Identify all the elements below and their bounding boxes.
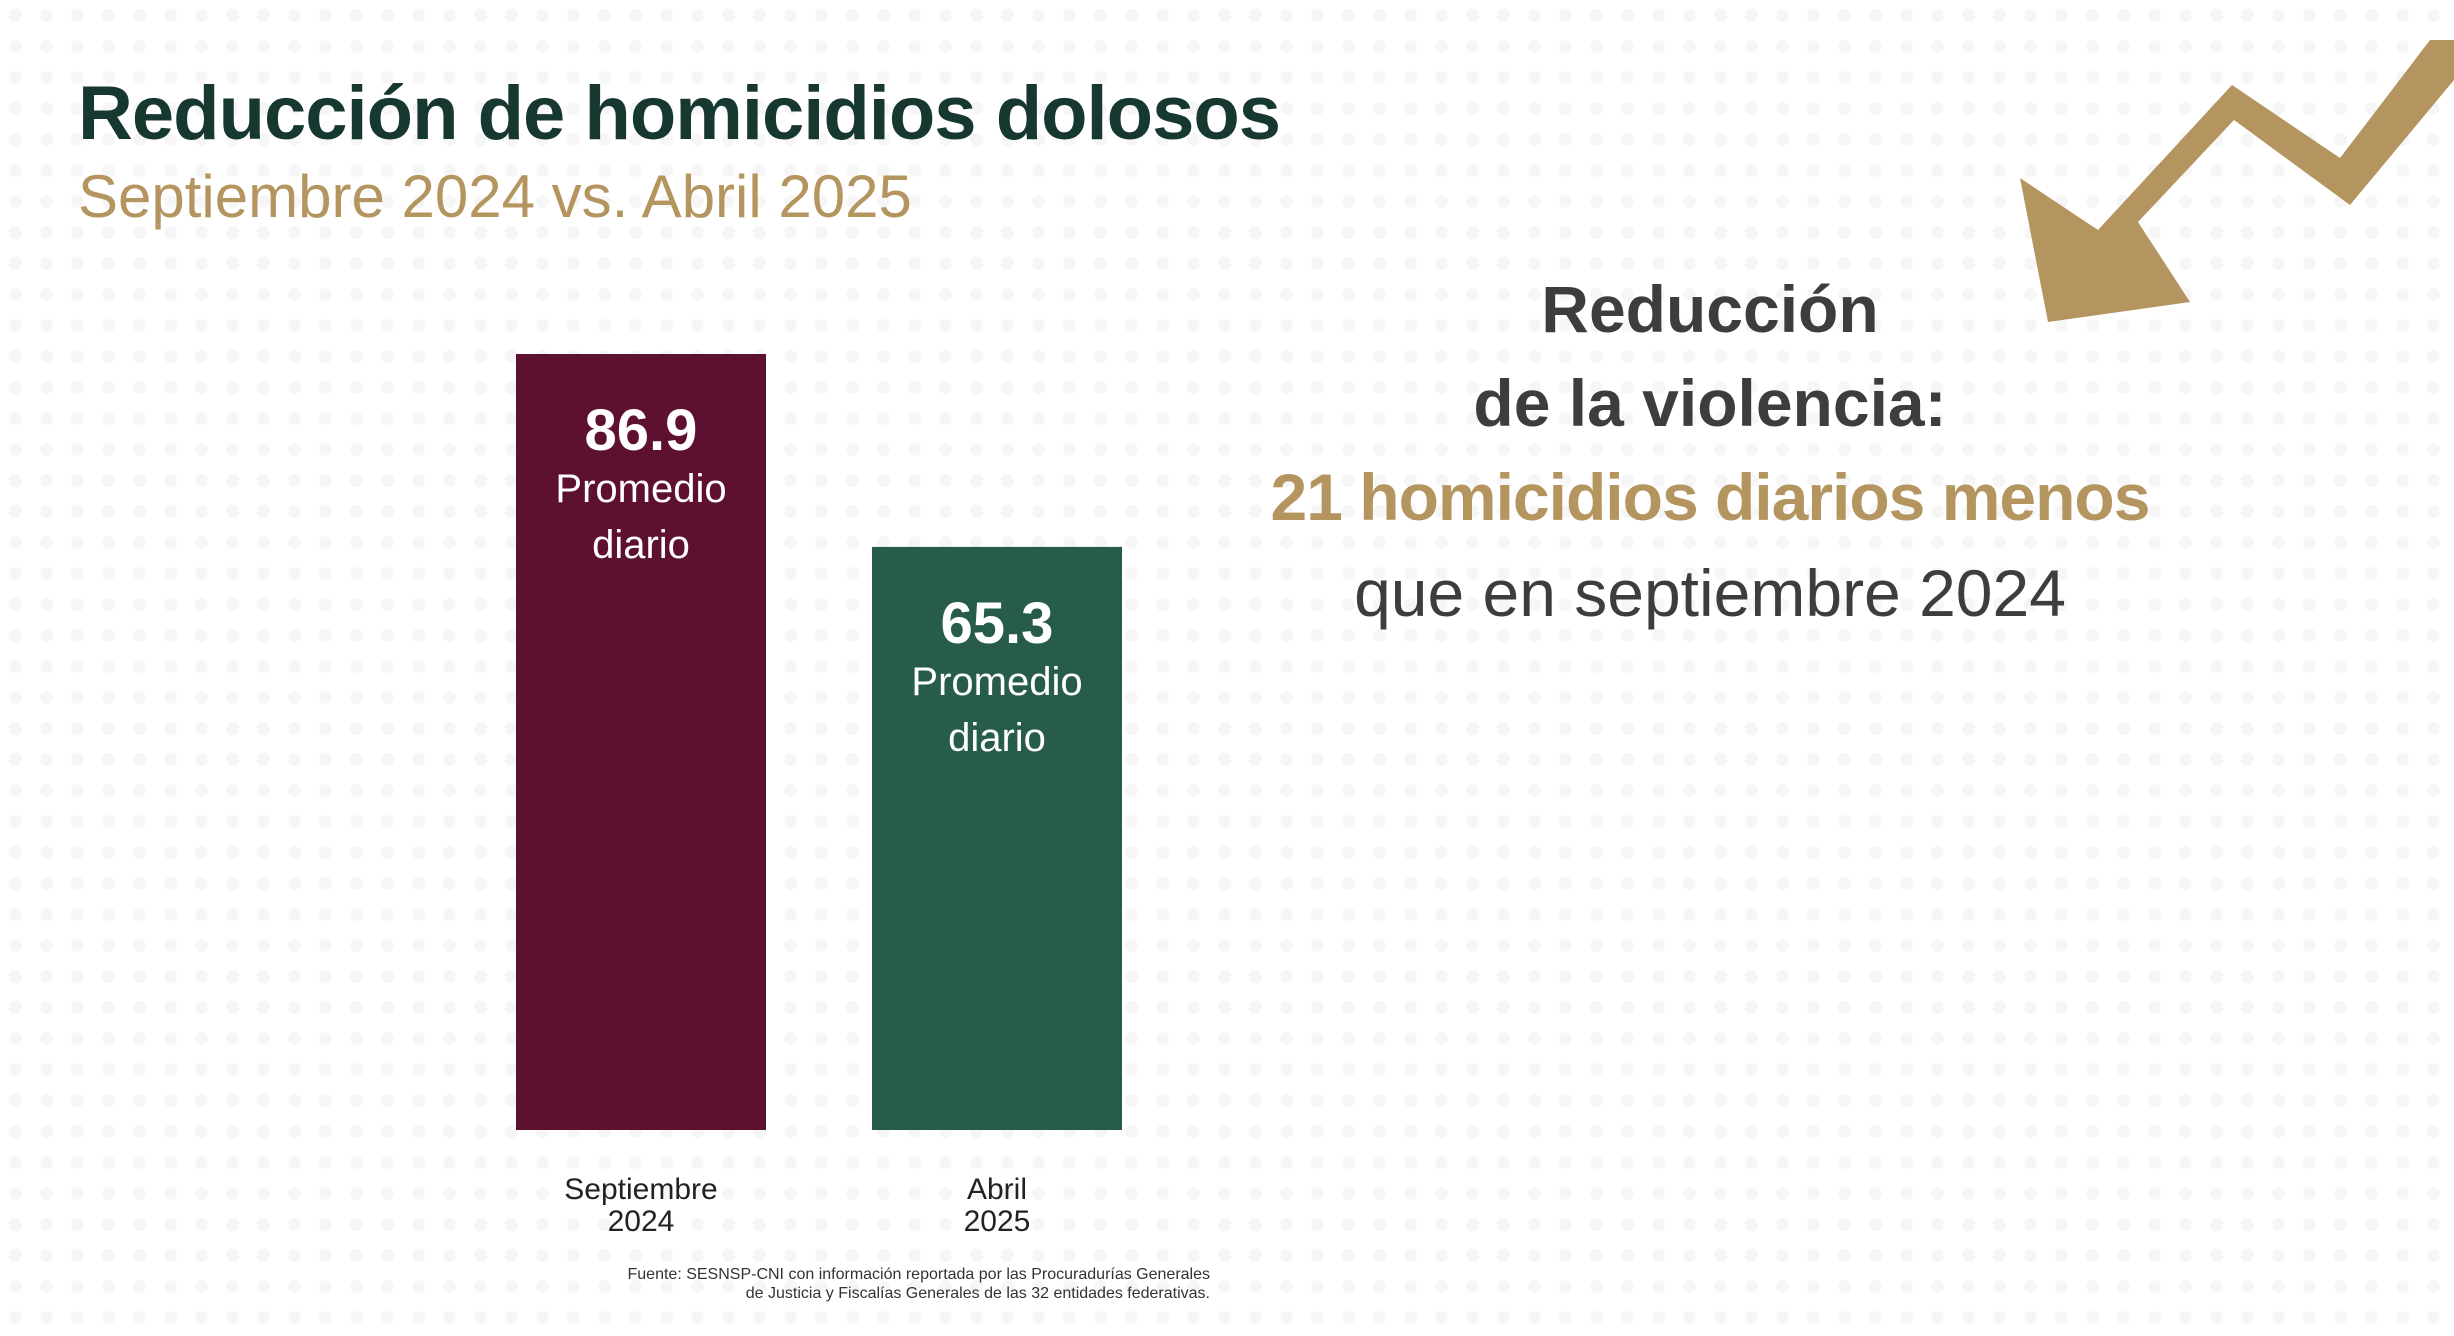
x-tick-label-2-2: 2025 [964, 1205, 1031, 1238]
page-subtitle: Septiembre 2024 vs. Abril 2025 [78, 163, 912, 230]
message-highlight: 21 homicidios diarios menos [1270, 460, 2151, 534]
page-title: Reducción de homicidios dolosos [78, 71, 1281, 156]
key-message: Reducción de la violencia: 21 homicidios… [1160, 262, 2260, 642]
source-line-1: Fuente: SESNSP-CNI con información repor… [627, 1266, 1211, 1283]
bar-caption-line-2-2: diario [948, 716, 1046, 760]
bar-value-label-1: 86.9 [585, 398, 698, 463]
bar-value-label-2: 65.3 [941, 591, 1054, 656]
bar-caption-line-1-2: Promedio [911, 660, 1082, 704]
message-line-4: que en septiembre 2024 [1354, 556, 2066, 630]
x-tick-label-1-1: Septiembre [564, 1173, 717, 1206]
bar-2 [872, 546, 1122, 1130]
x-tick-label-2-1: Abril [967, 1173, 1027, 1206]
message-line-2: de la violencia: [1473, 366, 1947, 440]
message-line-1: Reducción [1541, 272, 1879, 346]
downward-trend-arrow-icon [2020, 40, 2454, 322]
x-tick-label-1-2: 2024 [608, 1205, 675, 1238]
source-note: Fuente: SESNSP-CNI con información repor… [440, 1265, 1211, 1303]
bar-1 [516, 354, 766, 1130]
source-line-2: de Justicia y Fiscalías Generales de las… [745, 1285, 1210, 1302]
bar-caption-line-1-1: Promedio [555, 467, 726, 511]
bar-caption-line-2-1: diario [592, 523, 690, 567]
